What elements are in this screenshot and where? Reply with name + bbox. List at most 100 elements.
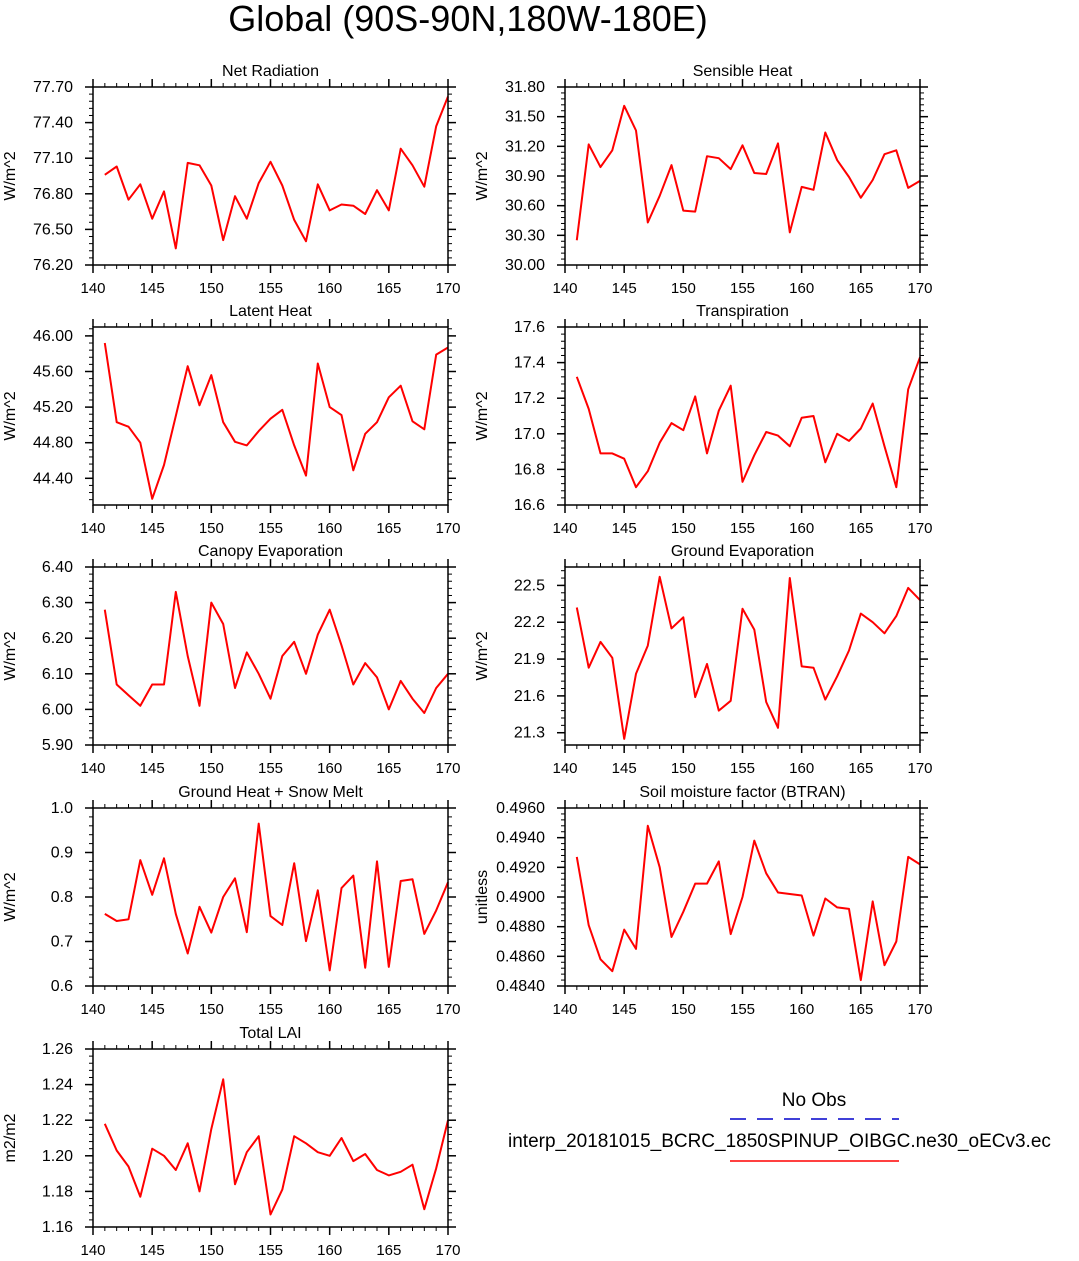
y-axis-label: W/m^2 bbox=[2, 151, 19, 200]
plot-frame bbox=[92, 1048, 449, 1228]
y-tick-label: 45.20 bbox=[33, 399, 73, 416]
y-tick-label: 1.18 bbox=[42, 1183, 73, 1200]
x-tick-label: 140 bbox=[80, 760, 105, 777]
x-tick-label: 170 bbox=[907, 1001, 932, 1018]
y-tick-label: 45.60 bbox=[33, 364, 73, 381]
x-tick-label: 140 bbox=[80, 280, 105, 297]
x-tick-label: 165 bbox=[848, 760, 873, 777]
y-axis-label: W/m^2 bbox=[474, 391, 491, 440]
plot-frame bbox=[564, 86, 921, 266]
y-tick-label: 0.4880 bbox=[496, 919, 545, 936]
y-tick-label: 31.80 bbox=[505, 79, 545, 96]
y-tick-label: 31.50 bbox=[505, 109, 545, 126]
y-tick-label: 21.6 bbox=[514, 688, 545, 705]
x-tick-label: 145 bbox=[612, 280, 637, 297]
y-tick-label: 6.00 bbox=[42, 701, 73, 718]
y-tick-label: 0.4940 bbox=[496, 830, 545, 847]
x-tick-label: 165 bbox=[376, 1001, 401, 1018]
y-axis-label: m2/m2 bbox=[2, 1113, 19, 1162]
x-tick-label: 160 bbox=[789, 280, 814, 297]
x-tick-label: 140 bbox=[80, 1001, 105, 1018]
x-tick-label: 160 bbox=[789, 760, 814, 777]
x-tick-label: 165 bbox=[848, 1001, 873, 1018]
y-axis-label: W/m^2 bbox=[474, 631, 491, 680]
y-tick-label: 44.80 bbox=[33, 435, 73, 452]
x-tick-label: 155 bbox=[258, 1242, 283, 1259]
y-tick-label: 21.9 bbox=[514, 651, 545, 668]
y-tick-label: 76.20 bbox=[33, 257, 73, 274]
plot-frame bbox=[564, 566, 921, 746]
x-tick-label: 160 bbox=[789, 520, 814, 537]
x-tick-label: 165 bbox=[848, 280, 873, 297]
x-tick-label: 150 bbox=[671, 520, 696, 537]
x-tick-label: 145 bbox=[612, 520, 637, 537]
x-tick-label: 170 bbox=[435, 1242, 460, 1259]
series-line bbox=[575, 824, 921, 982]
y-tick-label: 1.20 bbox=[42, 1148, 73, 1165]
series-line bbox=[575, 575, 921, 740]
y-tick-label: 0.4960 bbox=[496, 800, 545, 817]
y-tick-label: 77.40 bbox=[33, 115, 73, 132]
y-tick-label: 0.4840 bbox=[496, 978, 545, 995]
y-tick-label: 0.6 bbox=[51, 978, 73, 995]
chart-panel: 140 145 150 155 160 165 170 5.90 6.00 6.10 6.20 6.3… bbox=[2, 543, 461, 777]
x-tick-label: 155 bbox=[258, 520, 283, 537]
x-tick-label: 150 bbox=[199, 760, 224, 777]
y-tick-label: 0.9 bbox=[51, 845, 73, 862]
y-tick-label: 6.40 bbox=[42, 559, 73, 576]
chart-panel: 140 145 150 155 160 165 170 0.4840 0.4860 0.4880 0… bbox=[474, 784, 933, 1018]
y-tick-label: 21.3 bbox=[514, 725, 545, 742]
x-tick-label: 170 bbox=[907, 520, 932, 537]
y-tick-label: 16.6 bbox=[514, 497, 545, 514]
x-tick-label: 170 bbox=[435, 520, 460, 537]
y-tick-label: 1.26 bbox=[42, 1041, 73, 1058]
y-tick-label: 22.2 bbox=[514, 614, 545, 631]
x-tick-label: 160 bbox=[317, 520, 342, 537]
y-tick-label: 77.70 bbox=[33, 79, 73, 96]
x-tick-label: 140 bbox=[80, 520, 105, 537]
series-line bbox=[575, 356, 921, 489]
chart-panel: 140 145 150 155 160 165 170 0.6 0.7 0.8 0.9 1.0 Grou… bbox=[2, 784, 461, 1018]
panel-title: Total LAI bbox=[239, 1025, 301, 1042]
plot-frame bbox=[92, 566, 449, 746]
x-tick-label: 145 bbox=[140, 760, 165, 777]
x-tick-label: 145 bbox=[612, 1001, 637, 1018]
y-axis-label: W/m^2 bbox=[2, 872, 19, 921]
x-tick-label: 145 bbox=[612, 760, 637, 777]
x-tick-label: 150 bbox=[671, 760, 696, 777]
series-line bbox=[103, 342, 449, 500]
y-tick-label: 30.00 bbox=[505, 257, 545, 274]
x-tick-label: 155 bbox=[258, 1001, 283, 1018]
panel-title: Canopy Evaporation bbox=[198, 543, 343, 560]
x-tick-label: 160 bbox=[317, 1001, 342, 1018]
x-tick-label: 160 bbox=[317, 1242, 342, 1259]
x-tick-label: 150 bbox=[199, 1001, 224, 1018]
plot-frame bbox=[92, 326, 449, 506]
panel-title: Soil moisture factor (BTRAN) bbox=[639, 784, 845, 801]
series-line bbox=[103, 590, 449, 714]
panel-title: Sensible Heat bbox=[693, 63, 793, 80]
y-tick-label: 6.30 bbox=[42, 595, 73, 612]
chart-panel: 140 145 150 155 160 165 170 21.3 21.6 21.9 22.2 22.… bbox=[474, 543, 933, 777]
chart-panel: 140 145 150 155 160 165 170 16.6 16.8 17.0 17.2 17.… bbox=[474, 303, 933, 537]
y-tick-label: 6.10 bbox=[42, 666, 73, 683]
x-tick-label: 140 bbox=[552, 520, 577, 537]
legend-label-model-run: interp_20181015_BCRC_1850SPINUP_OIBGC.ne… bbox=[508, 1131, 1051, 1152]
x-tick-label: 145 bbox=[140, 1242, 165, 1259]
y-tick-label: 6.20 bbox=[42, 630, 73, 647]
x-tick-label: 150 bbox=[199, 520, 224, 537]
y-tick-label: 30.90 bbox=[505, 168, 545, 185]
x-tick-label: 170 bbox=[435, 760, 460, 777]
x-tick-label: 170 bbox=[907, 760, 932, 777]
y-tick-label: 0.4920 bbox=[496, 859, 545, 876]
y-tick-label: 16.8 bbox=[514, 461, 545, 478]
x-tick-label: 145 bbox=[140, 1001, 165, 1018]
y-tick-label: 30.60 bbox=[505, 198, 545, 215]
series-line bbox=[103, 1078, 449, 1216]
x-tick-label: 170 bbox=[435, 1001, 460, 1018]
x-tick-label: 150 bbox=[671, 1001, 696, 1018]
x-tick-label: 140 bbox=[552, 280, 577, 297]
panel-title: Transpiration bbox=[696, 303, 789, 320]
chart-panel: 140 145 150 155 160 165 170 76.20 76.50 76.80 77.1… bbox=[2, 63, 461, 297]
x-tick-label: 165 bbox=[376, 520, 401, 537]
